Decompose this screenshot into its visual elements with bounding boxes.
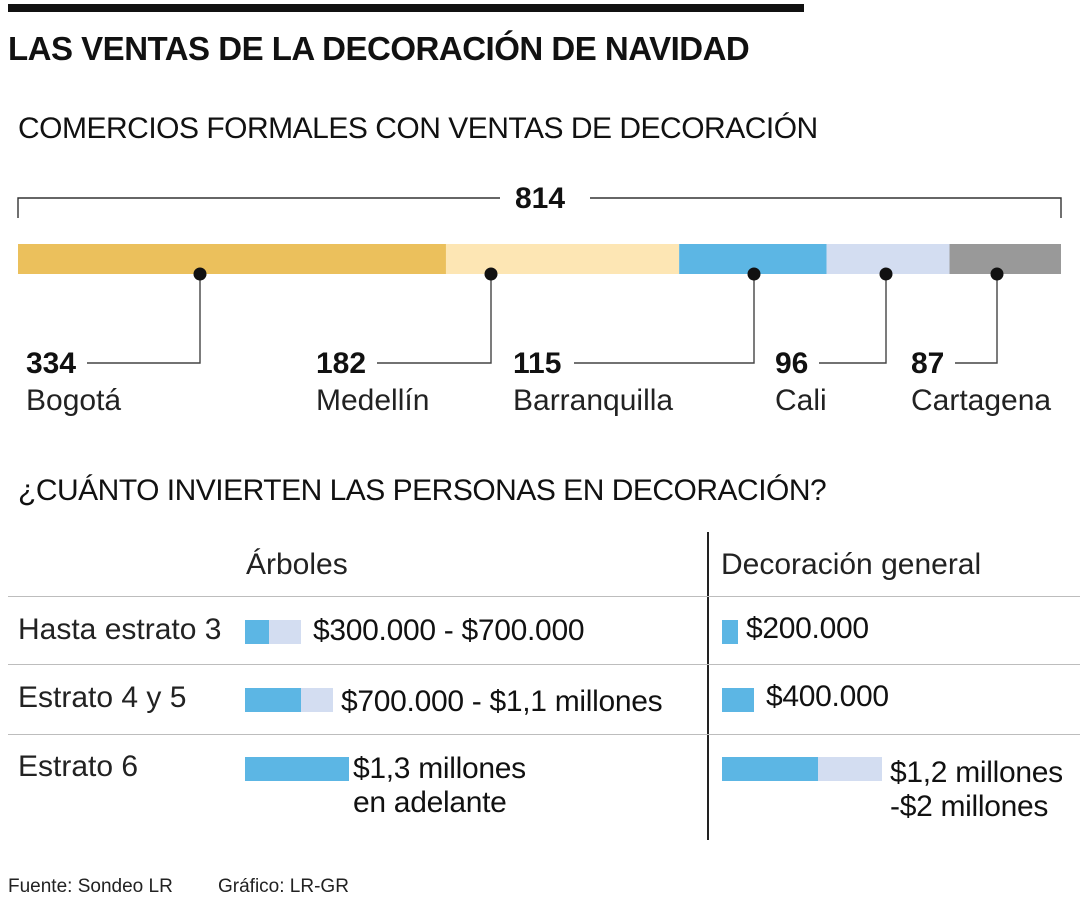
city-name-label: Barranquilla — [513, 384, 673, 417]
section-title-inversion: ¿CUÁNTO INVIERTEN LAS PERSONAS EN DECORA… — [18, 474, 827, 507]
bar-decoracion-estrato-4-5 — [722, 688, 754, 712]
stacked-bar-chart: 814 334 Bogotá 182 Medellín 115 Barranquilla 96… — [17, 182, 1062, 417]
bar-segment-medelln — [445, 244, 680, 274]
leader-dot — [990, 267, 1004, 281]
bar-segment-high — [818, 757, 882, 781]
bar-segment-high — [269, 620, 301, 644]
city-value-label: 87 — [911, 347, 944, 380]
total-value-label: 814 — [515, 182, 565, 215]
city-name-label: Medellín — [316, 384, 429, 417]
leader-dot — [484, 267, 498, 281]
infographic-title: LAS VENTAS DE LA DECORACIÓN DE NAVIDAD — [8, 30, 750, 67]
total-bracket — [17, 197, 1062, 218]
value-arboles-estrato-3: $300.000 - $700.000 — [313, 614, 585, 647]
city-name-label: Cali — [775, 384, 827, 417]
row-divider — [8, 664, 1080, 665]
leader-line — [87, 274, 201, 364]
row-label-estrato-3: Hasta estrato 3 — [18, 613, 222, 646]
bar-segment-low — [245, 757, 349, 781]
city-value-label: 96 — [775, 347, 808, 380]
value-decoracion-estrato-6: $1,2 millones -$2 millones — [890, 756, 1063, 823]
column-divider — [707, 532, 709, 840]
column-header-decoracion: Decoración general — [721, 548, 982, 581]
bar-arboles-estrato-4-5 — [245, 688, 333, 712]
leader-dot — [193, 267, 207, 281]
bar-arboles-estrato-3 — [245, 620, 301, 644]
credit-note: Gráfico: LR-GR — [218, 876, 349, 897]
leader-dot — [879, 267, 893, 281]
bar-decoracion-estrato-6 — [722, 757, 882, 781]
bar-segment-cartagena — [949, 244, 1061, 274]
row-label-estrato-4-5: Estrato 4 y 5 — [18, 681, 187, 714]
value-decoracion-estrato-4-5: $400.000 — [766, 680, 889, 713]
leader-line — [574, 274, 755, 364]
leader-line — [377, 274, 492, 364]
value-decoracion-estrato-3: $200.000 — [746, 612, 869, 645]
top-rule — [8, 4, 804, 12]
bar-segment-low — [245, 620, 269, 644]
city-name-label: Cartagena — [911, 384, 1051, 417]
bar-segment-low — [245, 688, 301, 712]
leader-dot — [747, 267, 761, 281]
row-label-estrato-6: Estrato 6 — [18, 750, 139, 783]
source-note: Fuente: Sondeo LR — [8, 876, 173, 897]
city-value-label: 182 — [316, 347, 366, 380]
bar-segment-bogot — [18, 244, 446, 274]
city-name-label: Bogotá — [26, 384, 121, 417]
section-title-comercios: COMERCIOS FORMALES CON VENTAS DE DECORAC… — [18, 112, 818, 145]
leader-line — [819, 274, 887, 364]
leader-line — [955, 274, 998, 364]
bar-arboles-estrato-6 — [245, 757, 349, 781]
bar-segment-low — [722, 688, 754, 712]
row-divider — [8, 596, 1080, 597]
row-divider — [8, 734, 1080, 735]
city-value-label: 115 — [513, 347, 561, 380]
bar-segment-high — [301, 688, 333, 712]
bar-decoracion-estrato-3 — [722, 620, 738, 644]
bar-segment-low — [722, 757, 818, 781]
bar-segment-low — [722, 620, 738, 644]
city-value-label: 334 — [26, 347, 76, 380]
column-header-arboles: Árboles — [246, 548, 348, 581]
value-arboles-estrato-6: $1,3 millones en adelante — [353, 752, 526, 819]
value-arboles-estrato-4-5: $700.000 - $1,1 millones — [341, 685, 663, 718]
